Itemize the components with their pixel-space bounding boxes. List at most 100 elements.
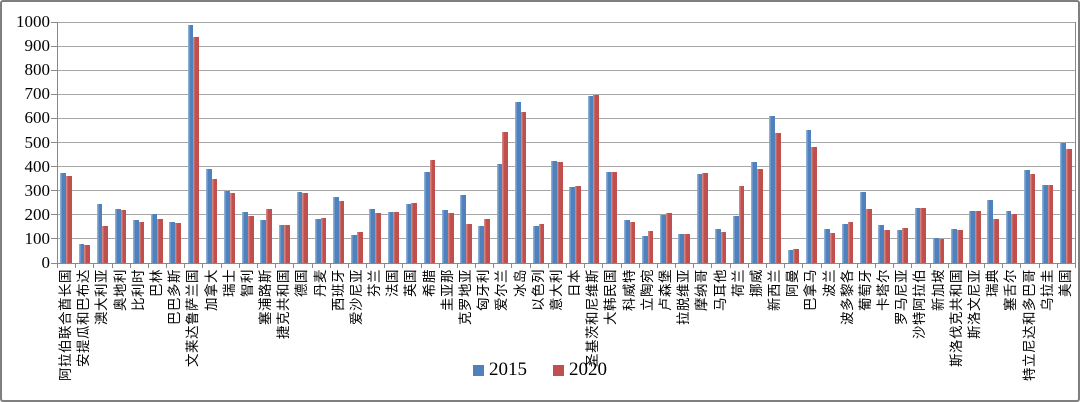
x-axis-tick (820, 264, 822, 268)
x-axis-tick (729, 264, 731, 268)
bar-2020 (1065, 149, 1072, 263)
bar-2015 (169, 222, 176, 263)
x-axis-tick (965, 264, 967, 268)
x-tick-label: 比利时 (130, 269, 146, 311)
y-tick-label: 500 (24, 132, 51, 152)
bar-2015 (678, 233, 685, 263)
x-tick-label: 日本 (567, 269, 583, 297)
y-tick-label: 1000 (16, 12, 50, 31)
bar-2020 (447, 212, 454, 263)
y-axis-tick (51, 166, 57, 168)
bar-2015 (1042, 185, 1048, 263)
y-tick-label: 900 (24, 36, 51, 56)
legend-item-2020: 2020 (553, 359, 607, 381)
bar-2020 (956, 229, 963, 263)
x-axis-tick (238, 264, 240, 268)
bar-2015 (278, 224, 285, 263)
bar-2015 (114, 209, 121, 263)
bar-2020 (865, 208, 872, 263)
bar-2020 (375, 212, 381, 263)
x-tick-label: 大韩民国 (603, 269, 619, 325)
x-tick-label: 意大利 (548, 269, 564, 311)
bar-2020 (1011, 214, 1018, 263)
x-axis-line (57, 263, 1076, 264)
bar-2015 (896, 230, 903, 263)
bar-2015 (623, 220, 630, 263)
x-axis-tick (93, 264, 95, 268)
bar-2015 (805, 129, 812, 263)
bar-2015 (751, 162, 757, 263)
bar-2020 (429, 160, 436, 263)
bar-2015 (151, 213, 157, 263)
bar-2020 (720, 232, 727, 263)
legend-label-2020: 2020 (569, 359, 607, 380)
y-tick-label: 400 (24, 156, 51, 176)
bar-2015 (514, 102, 521, 263)
bar-2015 (460, 195, 466, 263)
x-axis-tick (384, 264, 386, 268)
legend-swatch-2020 (553, 364, 564, 376)
bar-2020 (66, 175, 72, 263)
x-tick-label: 摩纳哥 (694, 269, 710, 311)
legend-item-2015: 2015 (473, 359, 527, 381)
x-tick-label: 西班牙 (330, 269, 346, 311)
bar-2015 (223, 191, 230, 263)
bar-2020 (247, 216, 254, 263)
x-tick-label: 瑞士 (221, 269, 237, 297)
bar-2015 (1060, 143, 1066, 263)
x-axis-tick (1020, 264, 1022, 268)
bar-2020 (502, 132, 509, 263)
bar-2020 (102, 226, 109, 263)
x-axis-tick (566, 264, 567, 268)
bar-2015 (423, 172, 430, 263)
bar-2020 (120, 210, 127, 263)
y-axis-tick (51, 142, 57, 143)
x-axis-tick (293, 264, 295, 268)
bar-2015 (96, 204, 103, 263)
x-axis-tick (438, 264, 440, 268)
bar-2020 (647, 231, 654, 263)
bar-2015 (78, 243, 85, 263)
bar-2020 (229, 192, 236, 263)
gridline (57, 93, 1075, 95)
bar-2015 (478, 226, 485, 263)
gridline (57, 190, 1075, 192)
bar-2015 (969, 211, 975, 263)
bar-2020 (884, 229, 890, 263)
x-axis-tick (584, 264, 586, 268)
x-tick-label: 新西兰 (767, 269, 783, 311)
bar-2020 (484, 219, 490, 263)
bar-2020 (138, 222, 145, 263)
x-axis-tick (929, 264, 931, 268)
bar-2020 (520, 112, 527, 263)
x-axis-tick (366, 264, 368, 268)
x-tick-label: 英国 (403, 269, 419, 297)
x-axis-tick (166, 264, 168, 268)
gridline (57, 166, 1075, 168)
x-tick-label: 法国 (385, 269, 401, 297)
bar-2020 (593, 95, 599, 263)
x-tick-label: 荷兰 (730, 269, 746, 297)
x-tick-label: 葡萄牙 (857, 269, 873, 311)
x-axis-tick (129, 264, 131, 268)
bar-2020 (975, 210, 981, 263)
bar-2020 (466, 224, 472, 263)
bar-2020 (211, 179, 218, 263)
x-tick-label: 斯洛文尼亚 (967, 269, 983, 339)
x-axis-tick (875, 264, 877, 268)
x-tick-label: 阿曼 (785, 269, 801, 297)
x-tick-label: 冰岛 (512, 269, 528, 297)
y-axis-tick (51, 21, 57, 23)
x-tick-label: 安提瓜和巴布达 (76, 269, 92, 367)
gridline (57, 21, 1075, 23)
x-tick-label: 澳大利亚 (94, 269, 110, 325)
bar-2020 (702, 173, 709, 263)
x-axis-tick (147, 264, 149, 268)
x-axis-tick (620, 264, 622, 268)
x-axis-tick (547, 264, 549, 268)
y-tick-label: 0 (41, 253, 51, 272)
bar-2015 (932, 237, 939, 263)
bar-2020 (411, 202, 418, 263)
x-axis-tick (656, 264, 658, 268)
y-axis-tick (51, 214, 57, 216)
